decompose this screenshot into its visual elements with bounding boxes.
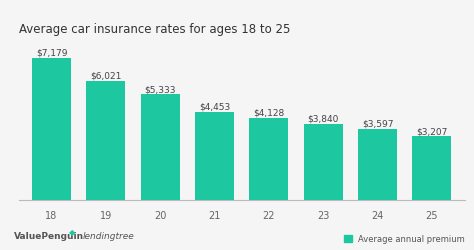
Text: $4,453: $4,453: [199, 102, 230, 111]
Text: $7,179: $7,179: [36, 48, 67, 57]
Bar: [358, 129, 397, 200]
Text: $6,021: $6,021: [90, 71, 122, 80]
Text: $3,597: $3,597: [362, 119, 393, 128]
Text: $3,840: $3,840: [308, 114, 339, 123]
Text: ValuePenguin: ValuePenguin: [14, 231, 84, 240]
Text: $5,333: $5,333: [145, 85, 176, 94]
Bar: [249, 119, 289, 200]
Text: Average car insurance rates for ages 18 to 25: Average car insurance rates for ages 18 …: [19, 22, 291, 36]
Bar: [141, 95, 180, 200]
Bar: [32, 58, 71, 200]
Text: lendingtree: lendingtree: [83, 231, 135, 240]
Text: $3,207: $3,207: [416, 127, 447, 136]
Bar: [195, 112, 234, 200]
Text: ◆: ◆: [69, 227, 75, 236]
Legend: Average annual premium: Average annual premium: [344, 234, 465, 243]
Text: $4,128: $4,128: [253, 108, 284, 118]
Bar: [304, 124, 343, 200]
Bar: [86, 81, 126, 200]
Bar: [412, 137, 451, 200]
